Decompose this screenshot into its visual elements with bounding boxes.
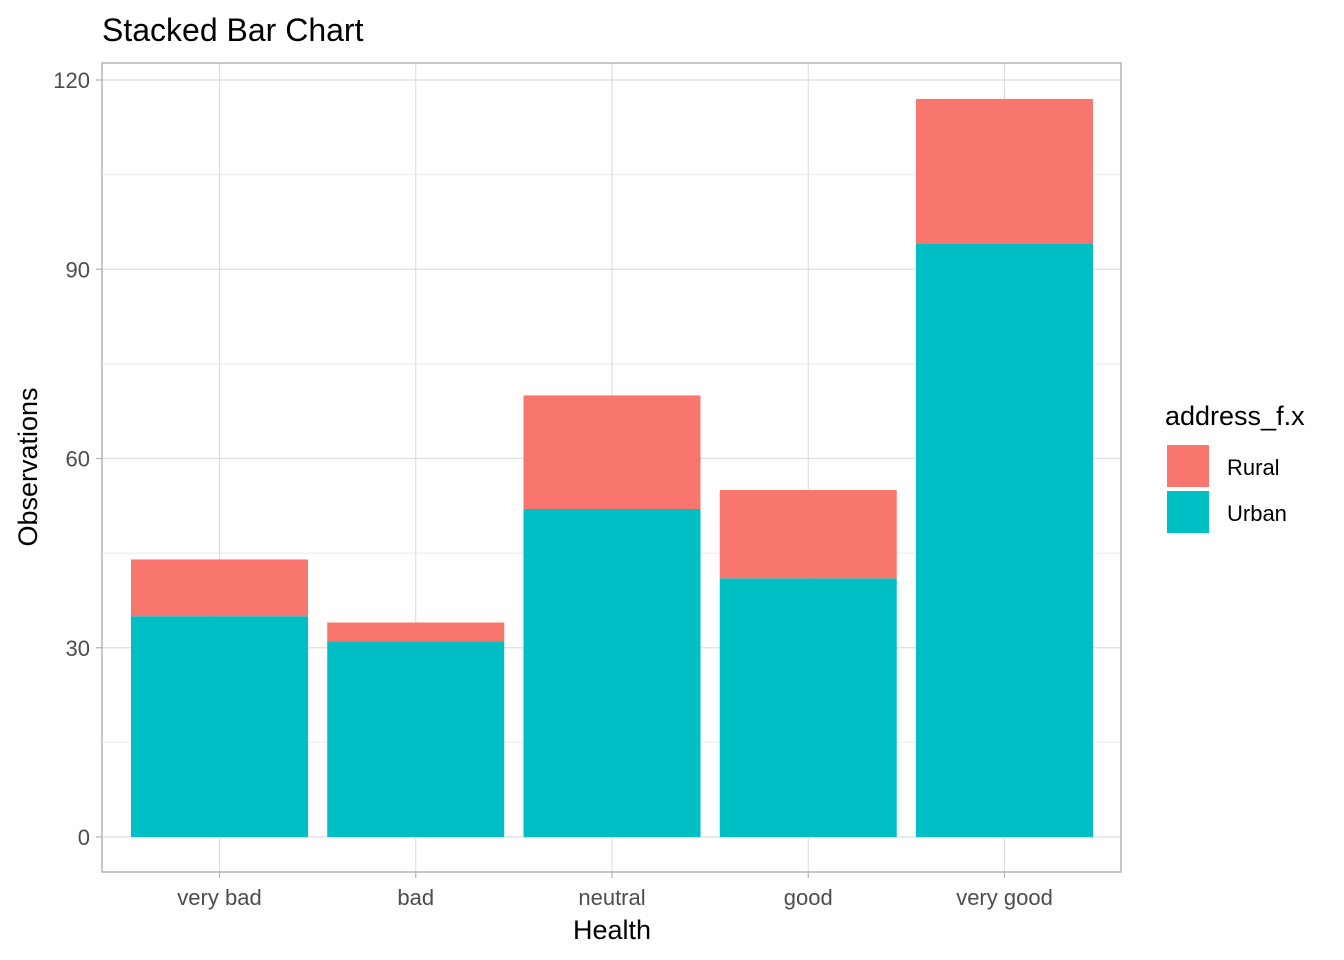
bar-rural-neutral bbox=[523, 395, 701, 509]
legend-label-urban: Urban bbox=[1227, 501, 1287, 526]
x-tick-label: very bad bbox=[177, 885, 261, 910]
y-tick-label: 30 bbox=[66, 636, 90, 661]
legend-title: address_f.x bbox=[1165, 401, 1305, 431]
bar-urban-bad bbox=[327, 641, 505, 837]
y-tick-label: 120 bbox=[53, 68, 90, 93]
legend-key-urban bbox=[1167, 491, 1209, 533]
y-tick-label: 0 bbox=[78, 825, 90, 850]
bar-rural-very-bad bbox=[131, 559, 308, 617]
bar-urban-very-good bbox=[916, 244, 1093, 837]
bar-urban-neutral bbox=[523, 508, 701, 837]
bar-rural-good bbox=[719, 490, 897, 579]
y-axis-title: Observations bbox=[13, 387, 43, 546]
y-tick-label: 60 bbox=[66, 447, 90, 472]
plot-panel: 0 30 60 90 120 very bad bad neutral good very goo… bbox=[53, 62, 1122, 910]
x-tick-label: good bbox=[784, 885, 833, 910]
bar-urban-good bbox=[719, 578, 897, 837]
legend-key-rural bbox=[1167, 445, 1209, 487]
chart-title: Stacked Bar Chart bbox=[102, 12, 364, 48]
bar-rural-bad bbox=[327, 622, 505, 642]
legend: address_f.x Rural Urban bbox=[1165, 401, 1305, 533]
x-tick-label: very good bbox=[956, 885, 1053, 910]
x-tick-label: neutral bbox=[578, 885, 645, 910]
y-tick-label: 90 bbox=[66, 257, 90, 282]
bar-urban-very-bad bbox=[131, 616, 308, 837]
x-axis-title: Health bbox=[573, 915, 651, 945]
legend-label-rural: Rural bbox=[1227, 455, 1280, 480]
x-tick-label: bad bbox=[397, 885, 434, 910]
bar-rural-very-good bbox=[916, 98, 1093, 245]
